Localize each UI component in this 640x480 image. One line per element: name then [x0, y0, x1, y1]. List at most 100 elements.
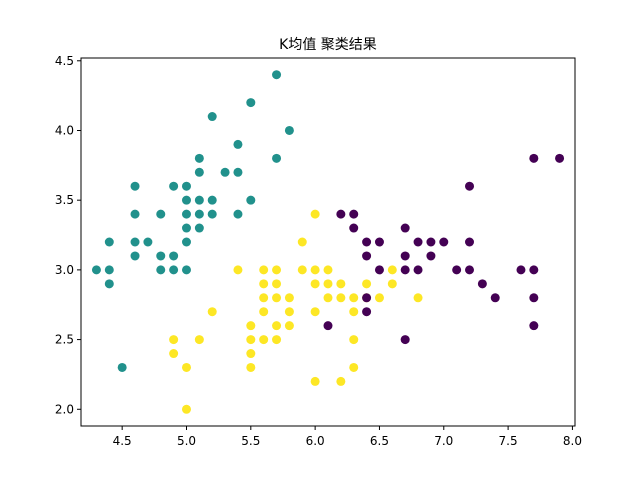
data-point — [362, 293, 372, 303]
data-point — [349, 223, 359, 233]
data-point — [246, 98, 256, 108]
data-point — [246, 335, 256, 345]
x-tick-label: 6.5 — [370, 434, 389, 448]
data-point — [194, 153, 204, 163]
data-point — [336, 376, 346, 386]
data-point — [297, 237, 307, 247]
data-point — [310, 279, 320, 289]
data-point — [529, 293, 539, 303]
data-point — [400, 335, 410, 345]
data-point — [490, 293, 500, 303]
data-point — [207, 195, 217, 205]
data-point — [130, 209, 140, 219]
data-point — [169, 335, 179, 345]
data-point — [117, 362, 127, 372]
data-point — [362, 251, 372, 261]
data-point — [426, 251, 436, 261]
ticks-layer: 4.5 5.0 5.5 6.0 6.5 7.0 7.5 8.0 2.0 2.5 3.0 3.5 4.0 4… — [55, 54, 582, 448]
data-point — [194, 223, 204, 233]
data-point — [194, 167, 204, 177]
data-point — [169, 349, 179, 359]
data-point — [272, 321, 282, 331]
data-point — [259, 335, 269, 345]
data-point — [400, 265, 410, 275]
data-point — [272, 293, 282, 303]
data-point — [169, 265, 179, 275]
data-point — [181, 209, 191, 219]
data-point — [465, 265, 475, 275]
data-point — [310, 209, 320, 219]
data-point — [529, 265, 539, 275]
data-point — [555, 153, 565, 163]
data-point — [104, 279, 114, 289]
data-point — [362, 307, 372, 317]
data-point — [529, 321, 539, 331]
data-point — [207, 112, 217, 122]
data-point — [362, 279, 372, 289]
data-point — [387, 265, 397, 275]
data-point — [310, 265, 320, 275]
data-point — [259, 307, 269, 317]
data-point — [336, 209, 346, 219]
data-point — [284, 321, 294, 331]
data-point — [400, 223, 410, 233]
data-point — [181, 404, 191, 414]
data-point — [400, 251, 410, 261]
x-tick-label: 5.5 — [241, 434, 260, 448]
data-point — [323, 279, 333, 289]
data-point — [310, 376, 320, 386]
data-point — [169, 181, 179, 191]
data-point — [246, 321, 256, 331]
data-point — [413, 265, 423, 275]
data-point — [104, 237, 114, 247]
data-point — [181, 362, 191, 372]
data-point — [194, 335, 204, 345]
data-point — [233, 167, 243, 177]
x-tick-label: 7.0 — [434, 434, 453, 448]
data-point — [284, 125, 294, 135]
data-point — [477, 279, 487, 289]
data-point — [194, 195, 204, 205]
data-point — [374, 293, 384, 303]
data-point — [374, 237, 384, 247]
y-tick-label: 4.0 — [55, 123, 74, 137]
y-tick-label: 3.5 — [55, 193, 74, 207]
data-point — [233, 209, 243, 219]
data-point — [374, 265, 384, 275]
data-point — [181, 265, 191, 275]
data-point — [220, 167, 230, 177]
data-point — [465, 181, 475, 191]
data-point — [465, 237, 475, 247]
data-point — [246, 195, 256, 205]
data-point — [297, 265, 307, 275]
data-point — [413, 293, 423, 303]
data-point — [426, 237, 436, 247]
data-point — [207, 307, 217, 317]
data-point — [130, 237, 140, 247]
data-point — [104, 265, 114, 275]
data-point — [349, 362, 359, 372]
data-point — [323, 321, 333, 331]
y-tick-label: 2.0 — [55, 402, 74, 416]
data-point — [349, 209, 359, 219]
data-point — [246, 362, 256, 372]
data-point — [452, 265, 462, 275]
plot-area-frame — [80, 57, 576, 427]
data-point — [207, 209, 217, 219]
data-point — [349, 307, 359, 317]
data-point — [529, 153, 539, 163]
data-point — [259, 265, 269, 275]
data-point — [91, 265, 101, 275]
data-point — [130, 251, 140, 261]
data-point — [181, 223, 191, 233]
data-point — [516, 265, 526, 275]
data-point — [181, 181, 191, 191]
data-point — [130, 181, 140, 191]
data-point — [272, 70, 282, 80]
data-point — [259, 293, 269, 303]
data-point — [272, 279, 282, 289]
data-point — [387, 279, 397, 289]
data-point — [284, 293, 294, 303]
x-tick-label: 4.5 — [113, 434, 132, 448]
